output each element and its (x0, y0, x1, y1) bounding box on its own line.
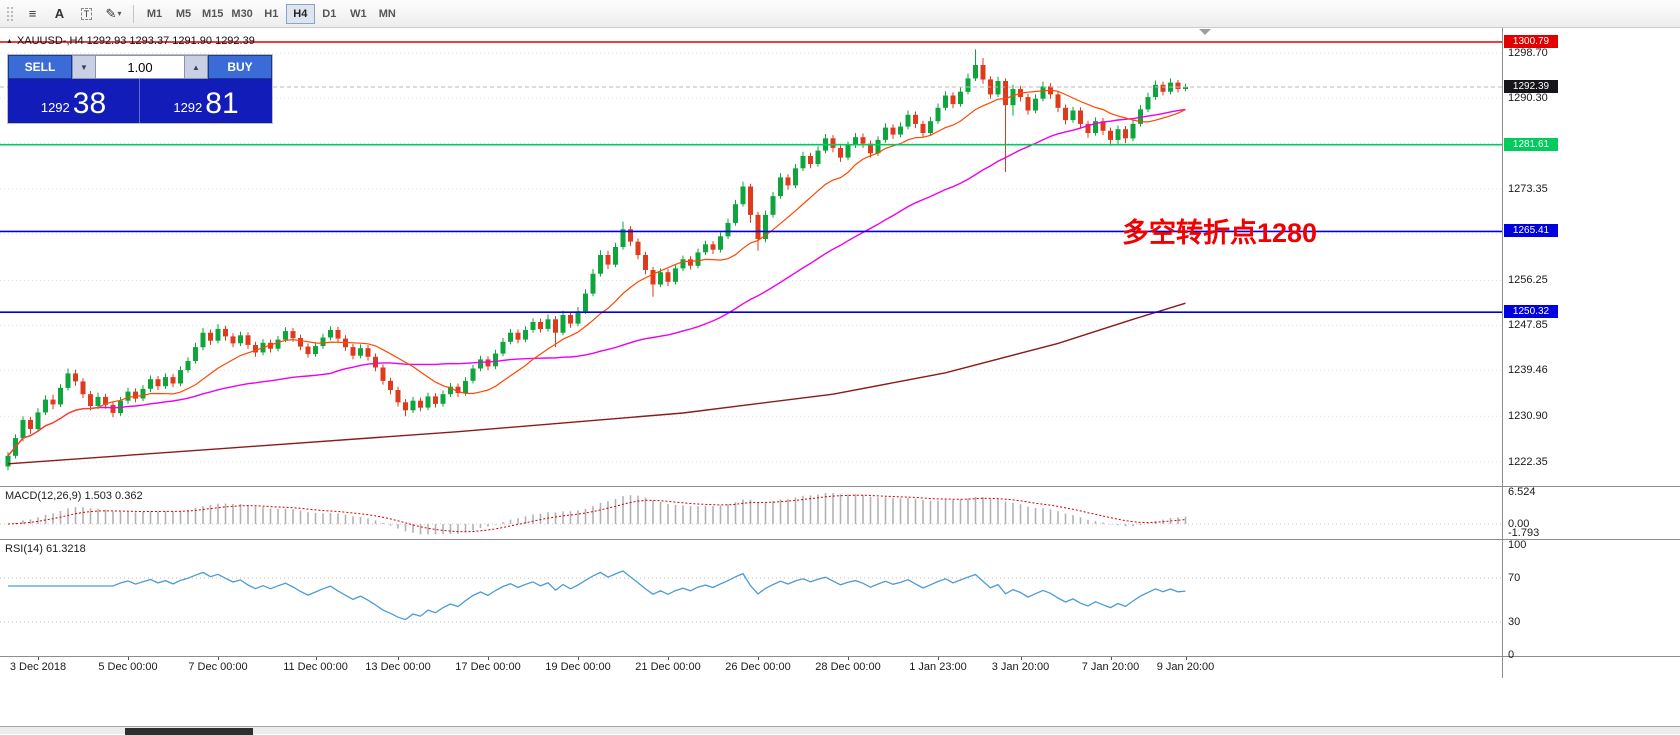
macd-indicator-pane[interactable]: MACD(12,26,9) 1.503 0.362 (0, 487, 1680, 540)
time-label: 3 Dec 2018 (9, 661, 67, 673)
timeframe-toolbar: M1 M5 M15 M30 H1 H4 D1 W1 MN (140, 3, 402, 24)
time-label: 1 Jan 23:00 (909, 661, 967, 673)
buy-price-big: 81 (205, 87, 239, 120)
macd-header: MACD(12,26,9) 1.503 0.362 (5, 490, 143, 502)
time-label: 28 Dec 00:00 (815, 661, 881, 673)
toolbar-separator (133, 4, 134, 23)
time-tick (315, 657, 317, 660)
volume-dropdown-button[interactable]: ▼ (72, 55, 96, 79)
time-tick (1020, 657, 1022, 660)
time-label: 7 Dec 00:00 (188, 661, 248, 673)
ohlc-header: ▲ XAUUSD-,H4 1292.93 1293.37 1291.90 129… (6, 35, 255, 47)
sell-price-big: 38 (72, 87, 107, 120)
volume-increase-button[interactable]: ▲ (184, 55, 208, 79)
sell-price-small: 1292 (40, 100, 70, 115)
sell-price-display[interactable]: 1292 38 (8, 79, 140, 123)
timeframe-m1-button[interactable]: M1 (140, 4, 169, 24)
chart-tab[interactable] (125, 728, 253, 735)
timeframe-mn-button[interactable]: MN (373, 4, 402, 24)
buy-button[interactable]: BUY (208, 55, 272, 79)
chart-workspace: ▲ XAUUSD-,H4 1292.93 1293.37 1291.90 129… (0, 28, 1680, 735)
bottom-tab-bar (0, 726, 1680, 735)
chevron-down-icon: ▾ (117, 9, 122, 18)
drawing-color-tool-button[interactable]: ✎ ▾ (100, 3, 127, 25)
chevron-down-icon: ▼ (80, 62, 88, 72)
buy-price-display[interactable]: 1292 81 (140, 79, 272, 123)
time-label: 5 Dec 00:00 (98, 661, 158, 673)
toolbar-drag-handle[interactable] (6, 5, 15, 22)
macd-canvas (0, 493, 1502, 535)
time-tick (848, 657, 849, 660)
time-label: 7 Jan 20:00 (1081, 661, 1140, 673)
time-tick (398, 657, 399, 660)
toolbar: ≡ A T ✎ ▾ M1 M5 M15 M30 H1 H4 D1 W1 MN (0, 0, 1680, 28)
time-tick (1185, 657, 1187, 660)
horizontal-lines-icon: ≡ (28, 6, 37, 21)
ohlc-text: XAUUSD-,H4 1292.93 1293.37 1291.90 1292.… (16, 35, 255, 47)
time-tick (1110, 657, 1112, 660)
price-chart-canvas[interactable] (0, 28, 1502, 486)
horizontal-lines-tool-button[interactable]: ≡ (19, 3, 46, 25)
price-chart-pane[interactable]: ▲ XAUUSD-,H4 1292.93 1293.37 1291.90 129… (0, 28, 1680, 487)
text-tool-button[interactable]: A (46, 3, 73, 25)
price-axis-border (1502, 28, 1503, 678)
chevron-up-icon: ▲ (192, 62, 200, 72)
text-label-icon: T (80, 7, 93, 20)
timeframe-w1-button[interactable]: W1 (344, 4, 373, 24)
rsi-canvas (0, 570, 1502, 623)
time-label: 9 Jan 20:00 (1156, 661, 1215, 673)
one-click-trading-panel: SELL ▼ ▲ BUY 1292 38 1292 81 (8, 55, 272, 123)
time-tick (758, 657, 759, 660)
time-label: 3 Jan 20:00 (991, 661, 1050, 673)
timeframe-m5-button[interactable]: M5 (169, 4, 198, 24)
pencil-icon: ✎ (105, 5, 117, 21)
time-label: 26 Dec 00:00 (725, 661, 791, 673)
timeframe-d1-button[interactable]: D1 (315, 4, 344, 24)
timeframe-h4-button[interactable]: H4 (285, 3, 315, 24)
time-tick (128, 657, 129, 660)
text-tool-icon: A (54, 6, 65, 21)
time-label: 19 Dec 00:00 (545, 661, 611, 673)
time-label: 21 Dec 00:00 (635, 661, 701, 673)
sell-button[interactable]: SELL (8, 55, 72, 79)
ohlc-marker-icon: ▲ (6, 37, 13, 45)
buy-price-small: 1292 (173, 100, 203, 115)
timeframe-m30-button[interactable]: M30 (227, 4, 256, 24)
timeframe-m15-button[interactable]: M15 (198, 4, 227, 24)
time-tick (218, 657, 219, 660)
time-axis[interactable]: 3 Dec 2018 5 Dec 00:00 7 Dec 00:00 11 Dec 0… (0, 657, 1680, 678)
volume-input[interactable] (96, 55, 184, 79)
text-label-tool-button[interactable]: T (73, 3, 100, 25)
time-tick (488, 657, 489, 660)
rsi-header: RSI(14) 61.3218 (5, 543, 86, 555)
chart-annotation: 多空转折点1280 (1122, 218, 1318, 248)
rsi-indicator-pane[interactable]: RSI(14) 61.3218 (0, 540, 1680, 657)
time-label: 11 Dec 00:00 (283, 661, 348, 673)
time-label: 13 Dec 00:00 (365, 661, 431, 673)
time-tick (578, 657, 579, 660)
time-tick (38, 657, 39, 660)
time-label: 17 Dec 00:00 (455, 661, 521, 673)
time-tick (938, 657, 939, 660)
timeframe-h1-button[interactable]: H1 (257, 4, 286, 24)
time-tick (668, 657, 669, 660)
